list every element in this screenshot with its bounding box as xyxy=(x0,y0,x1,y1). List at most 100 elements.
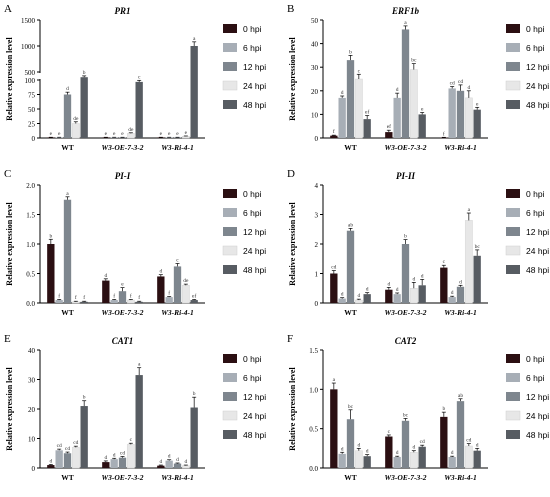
panel-letter: F xyxy=(287,333,293,345)
significance-letter: d xyxy=(396,87,399,93)
bar xyxy=(173,137,182,139)
significance-letter: d xyxy=(176,457,179,463)
panel-F: F CAT2 Relative expression level 0.0 0.5 1.0 1… xyxy=(287,333,549,482)
y-tick-label: 4 xyxy=(315,182,319,190)
bar xyxy=(338,97,346,138)
bar xyxy=(55,450,63,468)
significance-letter: d xyxy=(159,269,162,275)
bar xyxy=(330,135,338,138)
bar xyxy=(63,94,72,138)
significance-letter: f xyxy=(443,130,445,137)
y-tick-label: 1000 xyxy=(21,43,36,51)
y-axis-label: Relative expression level xyxy=(288,202,297,286)
bar xyxy=(473,450,481,468)
y-tick-label: 10 xyxy=(311,111,319,119)
y-tick-label: 10 xyxy=(28,436,36,444)
bar xyxy=(354,78,363,139)
bar xyxy=(55,300,63,303)
significance-letter: d xyxy=(366,287,369,293)
significance-letter: d xyxy=(357,442,360,448)
y-tick-label: 100 xyxy=(25,77,36,85)
significance-letter: e xyxy=(421,107,424,113)
panel-A: A PR1 Relative expression level 0 25 50 75 1005… xyxy=(4,3,266,152)
legend-label: 6 hpi xyxy=(243,208,262,218)
significance-letter: cd xyxy=(450,81,455,87)
legend-label: 0 hpi xyxy=(526,189,545,199)
significance-letter: f xyxy=(130,292,132,299)
y-tick-label: 50 xyxy=(311,17,319,25)
significance-letter: b xyxy=(49,233,52,239)
bar xyxy=(363,294,371,303)
bar xyxy=(102,280,110,303)
bar xyxy=(401,244,410,303)
significance-letter: ab xyxy=(458,393,463,399)
y-axis-label: Relative expression level xyxy=(288,367,297,451)
significance-letter: bc xyxy=(348,404,354,410)
y-tick-label: 1.5 xyxy=(309,347,318,355)
bar xyxy=(346,419,355,468)
bar xyxy=(181,136,190,139)
legend-swatch xyxy=(223,265,237,274)
bar xyxy=(338,298,346,303)
bar xyxy=(173,266,182,303)
category-label: W3-OE-7-3-2 xyxy=(101,143,143,152)
legend-swatch xyxy=(223,24,237,33)
bar xyxy=(393,97,401,138)
y-tick-label: 0.0 xyxy=(309,465,318,473)
significance-letter: c xyxy=(443,259,446,265)
legend-label: 0 hpi xyxy=(243,189,262,199)
category-label: W3-Ri-4-1 xyxy=(161,308,194,317)
bar xyxy=(473,255,481,303)
legend-label: 12 hpi xyxy=(243,227,266,237)
significance-letter: e xyxy=(58,131,61,137)
legend-label: 6 hpi xyxy=(243,373,262,383)
significance-letter: d xyxy=(357,293,360,299)
significance-letter: cd xyxy=(420,439,425,445)
bar xyxy=(346,230,355,303)
bar xyxy=(401,29,410,138)
legend-label: 24 hpi xyxy=(243,81,266,91)
bar xyxy=(385,132,393,138)
y-tick-label: 0.5 xyxy=(26,271,35,279)
significance-letter: b xyxy=(404,234,407,240)
bar xyxy=(473,109,481,138)
y-axis-label: Relative expression level xyxy=(5,202,14,286)
legend-swatch xyxy=(223,354,237,363)
significance-letter: cd xyxy=(65,446,70,452)
bar xyxy=(63,199,72,303)
legend-swatch xyxy=(506,354,520,363)
bar xyxy=(165,137,173,139)
significance-letter: d xyxy=(159,459,162,465)
bar xyxy=(126,133,135,139)
significance-letter: bc xyxy=(403,412,409,418)
legend-label: 48 hpi xyxy=(526,430,549,440)
significance-letter: f xyxy=(168,290,170,297)
gene-title: PI-I xyxy=(115,171,131,181)
legend-label: 48 hpi xyxy=(243,265,266,275)
bar xyxy=(464,445,473,469)
legend-label: 6 hpi xyxy=(526,43,545,53)
significance-letter: b xyxy=(442,406,445,412)
bar xyxy=(346,60,355,139)
legend-label: 6 hpi xyxy=(526,373,545,383)
y-tick-label: 20 xyxy=(311,88,319,96)
gene-title: ERF1b xyxy=(391,6,420,16)
bar xyxy=(190,46,198,138)
bar xyxy=(118,457,127,468)
bar xyxy=(190,300,198,303)
significance-letter: b xyxy=(83,395,86,401)
bar xyxy=(418,285,426,303)
bar xyxy=(102,462,110,468)
y-tick-label: 2.0 xyxy=(26,182,35,190)
bar xyxy=(448,88,456,138)
bar xyxy=(440,267,448,303)
legend-swatch xyxy=(222,410,238,421)
significance-letter: d xyxy=(412,276,415,282)
significance-letter: bc xyxy=(411,58,417,64)
y-tick-label: 0 xyxy=(32,135,36,143)
significance-letter: cd xyxy=(466,438,471,444)
y-tick-label: 40 xyxy=(28,347,36,355)
y-axis-label: Relative expression level xyxy=(288,37,297,121)
category-label: W3-Ri-4-1 xyxy=(444,473,477,482)
panel-C: C PI-I Relative expression level 0.0 0.5 1.0 1… xyxy=(4,168,266,317)
